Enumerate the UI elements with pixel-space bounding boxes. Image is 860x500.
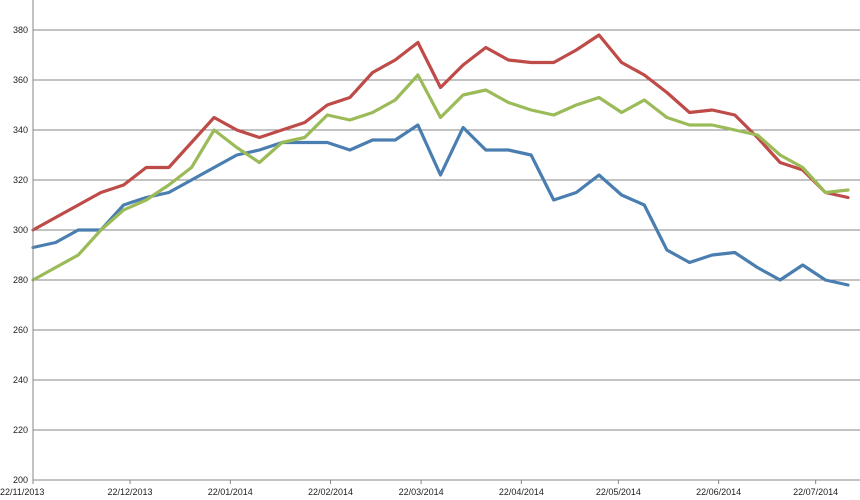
y-tick-label: 340 (13, 125, 28, 135)
series-2-line (31, 33, 850, 232)
y-tick-label: 320 (13, 175, 28, 185)
x-tick-label: 22/04/2014 (499, 487, 544, 497)
x-tick-label: 22/06/2014 (696, 487, 741, 497)
gridlines (33, 29, 860, 431)
y-tick-label: 260 (13, 325, 28, 335)
x-tick-label: 22/02/2014 (308, 487, 353, 497)
y-tick-label: 300 (13, 225, 28, 235)
x-tick-label: 22/01/2014 (208, 487, 253, 497)
series-1-line (31, 123, 850, 287)
x-axis-labels: 22/11/2013 22/12/2013 22/01/2014 22/02/2014… (0, 487, 838, 497)
y-tick-label: 220 (13, 425, 28, 435)
x-tick-label: 22/07/2014 (793, 487, 838, 497)
y-tick-label: 280 (13, 275, 28, 285)
y-tick-label: 240 (13, 375, 28, 385)
series-3-line (31, 73, 850, 282)
x-tick-label: 22/03/2014 (399, 487, 444, 497)
axes (32, 0, 860, 484)
series-lines (31, 33, 850, 287)
y-tick-label: 360 (13, 75, 28, 85)
x-tick-label: 22/05/2014 (596, 487, 641, 497)
y-tick-label: 380 (13, 25, 28, 35)
x-tick-label: 22/12/2013 (108, 487, 153, 497)
y-tick-label: 200 (13, 475, 28, 485)
x-tick-label: 22/11/2013 (0, 487, 44, 497)
y-axis-labels: 200 220 240 260 280 300 320 340 360 380 (13, 25, 28, 485)
